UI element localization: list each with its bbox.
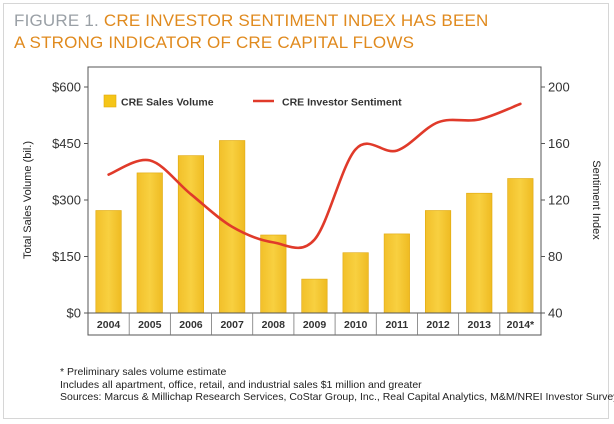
chart-title: FIGURE 1. CRE INVESTOR SENTIMENT INDEX H… xyxy=(14,10,489,54)
legend: CRE Sales Volume CRE Investor Sentiment xyxy=(103,94,402,109)
right-tick-label: 120 xyxy=(548,193,570,208)
left-tick-label: $0 xyxy=(67,306,81,321)
bar-2014 xyxy=(507,178,534,314)
figure-frame xyxy=(3,3,609,419)
bar-2004 xyxy=(95,210,122,314)
bar-2013 xyxy=(466,192,493,314)
legend-label-sales: CRE Sales Volume xyxy=(121,97,214,109)
line-series xyxy=(107,102,522,250)
legend-swatch-sales xyxy=(103,94,117,108)
figure-label: FIGURE 1. xyxy=(14,11,99,30)
x-tick-label: 2013 xyxy=(468,319,492,331)
sentiment-line xyxy=(107,102,522,250)
bar-2006 xyxy=(177,155,204,314)
plot-border xyxy=(87,66,542,314)
note-includes: Includes all apartment, office, retail, … xyxy=(60,378,422,391)
axes: $0 $150 $300 $450 $600 40 80 120 160 200 2004 2005 2… xyxy=(22,80,602,336)
x-tick-label: 2009 xyxy=(303,319,327,331)
x-tick-label: 2008 xyxy=(262,319,286,331)
note-sources: Sources: Marcus & Millichap Research Ser… xyxy=(60,391,614,403)
x-tick-label: 2006 xyxy=(179,319,203,331)
bar-2005 xyxy=(136,172,163,314)
y2-axis-title: Sentiment Index xyxy=(590,160,602,240)
legend-label-sentiment: CRE Investor Sentiment xyxy=(282,97,402,109)
right-tick-label: 200 xyxy=(548,80,570,95)
x-tick-label: 2012 xyxy=(426,319,450,331)
x-tick-label: 2010 xyxy=(344,319,368,331)
right-tick-label: 160 xyxy=(548,136,570,151)
bar-2009 xyxy=(301,278,328,314)
note-preliminary: * Preliminary sales volume estimate xyxy=(60,366,227,378)
bar-2008 xyxy=(260,234,287,314)
right-tick-label: 40 xyxy=(548,306,562,321)
bar-2010 xyxy=(342,252,369,314)
x-tick-label: 2014* xyxy=(507,319,535,331)
left-tick-label: $150 xyxy=(52,249,81,264)
chart-notes: * Preliminary sales volume estimate Incl… xyxy=(60,366,614,404)
x-axis-band xyxy=(87,312,542,336)
left-tick-label: $600 xyxy=(52,80,81,95)
bar-2012 xyxy=(424,210,452,314)
title-line-2: A STRONG INDICATOR OF CRE CAPITAL FLOWS xyxy=(14,33,415,52)
left-tick-label: $450 xyxy=(52,136,81,151)
x-tick-label: 2011 xyxy=(385,319,408,331)
x-tick-label: 2005 xyxy=(138,319,162,331)
x-tick-label: 2007 xyxy=(220,319,244,331)
plot-area xyxy=(87,66,542,314)
title-line-1: CRE INVESTOR SENTIMENT INDEX HAS BEEN xyxy=(103,11,489,30)
x-tick-label: 2004 xyxy=(97,319,121,331)
bar-series xyxy=(95,140,534,314)
right-tick-label: 80 xyxy=(548,249,562,264)
y-axis-title: Total Sales Volume (bil.) xyxy=(22,141,34,259)
left-tick-label: $300 xyxy=(52,193,81,208)
bar-2011 xyxy=(383,233,410,314)
